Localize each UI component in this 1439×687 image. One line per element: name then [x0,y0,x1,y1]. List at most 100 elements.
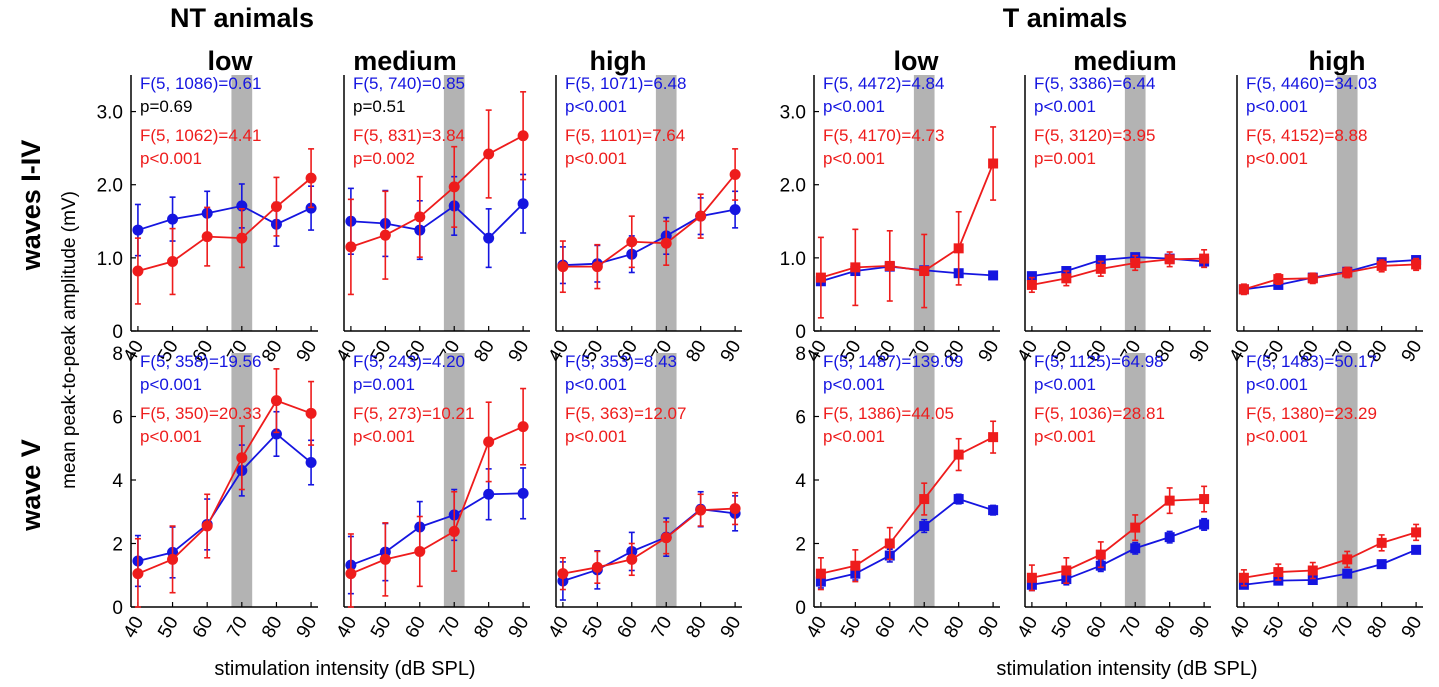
x-tick-label: 80 [1151,613,1180,642]
x-tick-label: 40 [802,613,831,642]
data-point [1342,554,1353,565]
stat-annotation: p<0.001 [1034,375,1096,394]
stat-annotation: p=0.69 [140,97,192,116]
data-point [236,452,248,464]
data-point [953,449,964,460]
y-tick-label: 0 [112,598,123,619]
data-point [988,432,999,443]
data-point [448,525,460,537]
data-point [1199,494,1210,505]
shaded-band [655,75,677,331]
data-point [626,553,638,565]
data-point [695,210,707,222]
data-point [850,262,861,273]
series-blue [815,493,999,589]
x-tick-label: 60 [1082,613,1111,642]
series-red [815,420,999,591]
stat-annotation: p<0.001 [823,375,885,394]
stat-annotation: p<0.001 [565,149,627,168]
group-title-t: T animals [1003,3,1128,33]
series-line [1243,263,1417,291]
data-point [345,241,357,253]
y-tick-label: 0 [112,322,123,343]
data-point [1061,565,1072,576]
x-tick-label: 80 [470,337,499,366]
panel-wave-v-t-medium: 40 50 60 70 80 90 F(5, 1125)=64.98 p<0.001 F(5, … [1013,352,1214,642]
stat-annotation: F(5, 1101)=7.64 [565,126,685,145]
series-blue [132,183,317,257]
data-point [305,172,317,184]
series-red [345,387,529,608]
data-point [1307,565,1318,576]
data-point [695,504,707,516]
stat-annotation: F(5, 243)=4.20 [353,352,465,371]
stat-annotation: F(5, 3120)=3.95 [1034,126,1155,145]
data-point [988,270,999,281]
x-tick-label: 80 [258,613,287,642]
stat-annotation: p<0.001 [565,97,627,116]
series-line [137,204,312,231]
stat-annotation: F(5, 831)=3.84 [353,126,465,145]
data-point [1273,274,1284,285]
data-point [1376,537,1387,548]
y-tick-label: 2.0 [97,176,123,197]
data-point [1164,254,1175,265]
x-tick-label: 70 [648,613,677,642]
series-line [562,173,736,268]
data-point [167,213,179,225]
x-tick-label: 70 [1117,613,1146,642]
stat-annotation: p<0.001 [565,375,627,394]
data-point [1130,543,1141,554]
series-blue [345,173,529,269]
data-point [1095,255,1106,266]
panel-wave-v-t-high: 40 50 60 70 80 90 F(5, 1483)=50.17 p<0.001 F(5, … [1225,352,1426,642]
data-point [988,505,999,516]
stat-annotation: F(5, 4460)=34.03 [1246,74,1377,93]
data-point [591,561,603,573]
data-point [201,520,213,532]
data-point [483,488,495,500]
data-point [1238,572,1249,583]
x-tick-label: 70 [1329,613,1358,642]
stat-annotation: F(5, 350)=20.33 [140,404,261,423]
y-tick-label: 3.0 [780,103,806,124]
data-point [132,265,144,277]
stat-annotation: F(5, 1062)=4.41 [140,126,261,145]
stat-annotation: F(5, 1071)=6.48 [565,74,686,93]
data-point [201,231,213,243]
stat-annotation: p<0.001 [823,149,885,168]
stat-annotation: F(5, 273)=10.21 [353,404,474,423]
x-tick-label: 50 [579,613,608,642]
x-tick-label: 80 [940,613,969,642]
data-point [414,211,426,223]
x-tick-label: 80 [470,613,499,642]
series-red [1238,523,1422,587]
x-tick-label: 60 [1294,613,1323,642]
series-red [132,368,317,608]
stat-annotation: p<0.001 [140,149,202,168]
y-tick-label: 0 [795,322,806,343]
series-line [137,432,312,562]
data-point [236,232,248,244]
panel-wave-v-t-low: 0 2 4 6 8 40 50 60 70 80 90 F(5, 1487)=139.09 p<0.00… [795,344,1003,642]
stat-annotation: F(5, 1487)=139.09 [823,352,963,371]
data-point [483,148,495,160]
x-tick-label: 40 [1225,613,1254,642]
data-point [483,232,495,244]
stat-annotation: F(5, 1086)=0.61 [140,74,261,93]
data-point [132,568,144,580]
series-red [1026,249,1210,294]
series-line [350,425,524,575]
data-point [919,266,930,277]
data-point [1199,253,1210,264]
x-tick-label: 50 [154,613,183,642]
x-tick-label: 90 [1186,613,1215,642]
stat-annotation: p=0.002 [353,149,415,168]
data-point [953,494,964,505]
column-title-t-medium: medium [1073,46,1177,76]
stat-annotation: F(5, 358)=19.56 [140,352,261,371]
panel-wave-v-nt-low: 0 2 4 6 8 40 50 60 70 80 90 F(5, 358)=19.56 p<0.001 F… [112,344,321,642]
data-point [517,487,529,499]
panels: 01.02.03.040 50 60 70 80 90F(5, 1086)=0.61p=0… [97,74,1427,642]
series-line [1031,257,1205,286]
